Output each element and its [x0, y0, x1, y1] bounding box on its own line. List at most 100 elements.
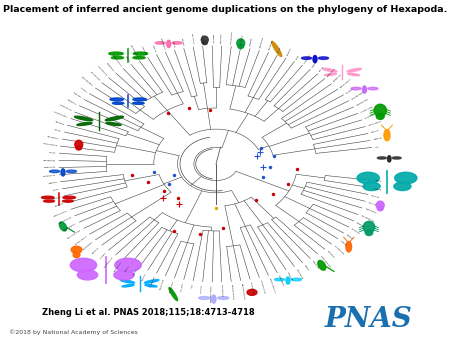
Ellipse shape [71, 246, 82, 254]
Text: ©2018 by National Academy of Sciences: ©2018 by National Academy of Sciences [9, 330, 138, 335]
Text: Nasonia: Nasonia [371, 130, 380, 133]
Ellipse shape [394, 182, 411, 191]
Text: Bemisia: Bemisia [49, 182, 57, 184]
Ellipse shape [144, 280, 159, 283]
Ellipse shape [374, 104, 387, 117]
Text: Diaphorina: Diaphorina [43, 167, 55, 168]
Text: Frieseomelitta: Frieseomelitta [320, 256, 331, 268]
Text: Eufriesea: Eufriesea [312, 260, 319, 269]
Ellipse shape [63, 200, 73, 202]
Text: Reticulitermes: Reticulitermes [68, 229, 82, 239]
Ellipse shape [198, 296, 210, 299]
Ellipse shape [274, 278, 284, 281]
Ellipse shape [217, 296, 229, 299]
Ellipse shape [41, 196, 54, 199]
Text: Heliconius: Heliconius [190, 33, 193, 45]
Ellipse shape [112, 102, 124, 104]
Ellipse shape [378, 207, 383, 211]
Text: Phaedon: Phaedon [73, 93, 81, 99]
Text: Colletes: Colletes [371, 194, 380, 198]
Ellipse shape [392, 157, 401, 159]
Text: Acromyrmex: Acromyrmex [361, 105, 374, 113]
Ellipse shape [346, 242, 351, 252]
Text: Lucilia: Lucilia [278, 46, 282, 53]
Text: Simulium: Simulium [221, 33, 223, 44]
Text: Pogonomyrmex: Pogonomyrmex [211, 285, 212, 302]
Text: Trigona: Trigona [340, 240, 347, 246]
Ellipse shape [363, 182, 380, 191]
Ellipse shape [376, 114, 384, 119]
Text: Camponotus: Camponotus [356, 98, 369, 106]
Ellipse shape [318, 261, 326, 270]
Text: Rhodnius: Rhodnius [54, 121, 64, 125]
Text: Nomia: Nomia [375, 180, 382, 182]
Text: Menopon: Menopon [54, 203, 64, 207]
Text: Andrena: Andrena [373, 187, 382, 190]
Ellipse shape [120, 280, 135, 283]
Text: Spodoptera: Spodoptera [160, 38, 165, 50]
Text: Harpegnathos: Harpegnathos [351, 91, 365, 100]
Ellipse shape [115, 258, 141, 272]
Text: Ceratitis: Ceratitis [250, 37, 253, 46]
Ellipse shape [172, 42, 182, 44]
Text: Osmia: Osmia [304, 264, 309, 271]
Ellipse shape [133, 102, 144, 104]
Ellipse shape [63, 196, 76, 199]
Ellipse shape [387, 156, 391, 162]
Ellipse shape [114, 270, 134, 280]
Text: Augochlora: Augochlora [365, 208, 377, 214]
Ellipse shape [133, 56, 145, 59]
Text: Leptinotarsa: Leptinotarsa [96, 65, 107, 76]
Text: Apis_mel: Apis_mel [180, 282, 184, 292]
Text: Tribolium: Tribolium [141, 46, 147, 55]
Ellipse shape [155, 42, 166, 44]
Ellipse shape [323, 68, 337, 72]
Ellipse shape [272, 42, 282, 56]
Text: Halictus: Halictus [368, 201, 377, 206]
Text: Nilaparvata: Nilaparvata [42, 159, 55, 161]
Text: Culex: Culex [296, 54, 300, 59]
Ellipse shape [77, 270, 98, 280]
Text: Chironomus: Chironomus [231, 30, 234, 44]
Ellipse shape [292, 278, 302, 281]
Text: Locusta: Locusta [100, 251, 107, 259]
Text: Centris: Centris [346, 234, 353, 240]
Text: Onthophagus: Onthophagus [81, 76, 93, 87]
Text: Parcoblatta: Parcoblatta [170, 280, 174, 293]
Text: Halyomorpha: Halyomorpha [42, 143, 57, 146]
Ellipse shape [109, 52, 123, 55]
Text: Drosophila: Drosophila [327, 68, 336, 77]
Text: Teleogryllus: Teleogryllus [150, 275, 156, 288]
Ellipse shape [110, 98, 123, 101]
Text: Nicrophorus: Nicrophorus [90, 71, 100, 81]
Text: Dufourea: Dufourea [287, 272, 292, 281]
Text: Nylanderia: Nylanderia [278, 275, 284, 286]
Text: Gryllotalpa: Gryllotalpa [160, 278, 165, 290]
Text: Wasmannia: Wasmannia [221, 284, 223, 297]
Text: PNAS: PNAS [325, 306, 413, 333]
Text: Myzus: Myzus [49, 152, 56, 153]
Text: Solenopsis: Solenopsis [365, 114, 376, 119]
Text: Monomorium: Monomorium [260, 280, 265, 294]
Ellipse shape [61, 169, 65, 176]
Ellipse shape [202, 41, 207, 45]
Text: Pediculus: Pediculus [51, 196, 62, 200]
Ellipse shape [395, 172, 417, 184]
Text: Tetragonula: Tetragonula [333, 245, 344, 255]
Text: Musca: Musca [320, 66, 325, 72]
Ellipse shape [133, 52, 148, 55]
Ellipse shape [319, 57, 328, 59]
Ellipse shape [247, 289, 257, 295]
Text: Agrilus: Agrilus [125, 56, 130, 63]
Ellipse shape [363, 86, 366, 93]
Ellipse shape [70, 258, 97, 272]
Text: Aedes: Aedes [312, 62, 317, 68]
Text: Blattella: Blattella [92, 246, 100, 254]
Text: Dendroctonus: Dendroctonus [130, 45, 138, 59]
Ellipse shape [59, 222, 67, 231]
Text: Odontomachus: Odontomachus [241, 283, 244, 300]
Ellipse shape [302, 57, 311, 59]
Ellipse shape [378, 157, 386, 159]
Text: Vollenhovia: Vollenhovia [250, 282, 254, 294]
Ellipse shape [106, 122, 121, 125]
